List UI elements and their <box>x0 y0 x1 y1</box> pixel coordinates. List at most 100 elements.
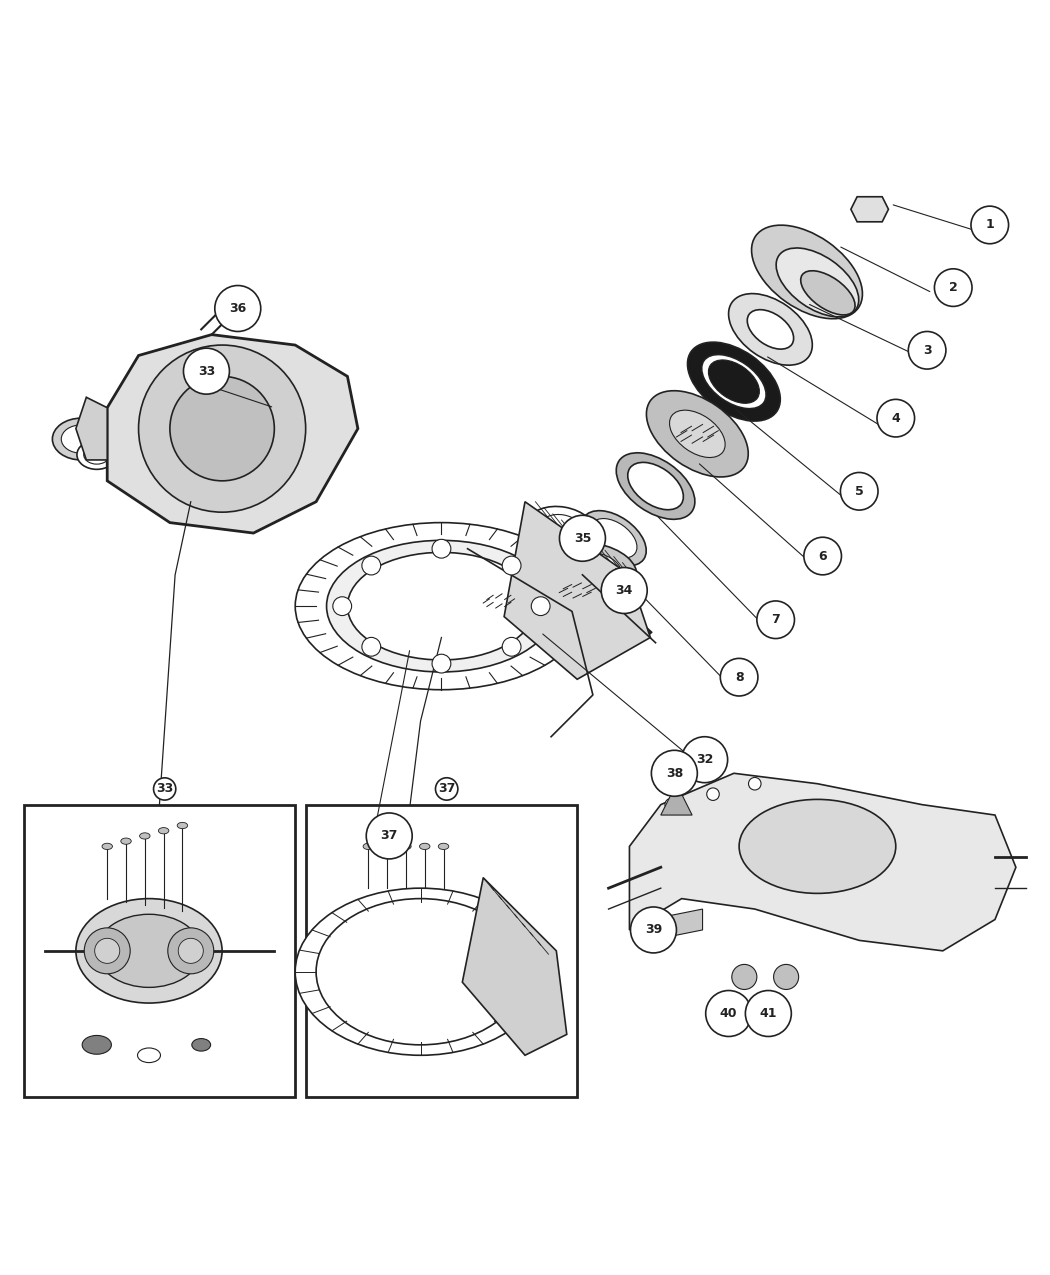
Ellipse shape <box>97 914 202 987</box>
Circle shape <box>219 295 235 311</box>
Ellipse shape <box>590 519 637 558</box>
Circle shape <box>877 399 915 437</box>
Circle shape <box>707 788 719 801</box>
Circle shape <box>362 556 381 575</box>
Text: 33: 33 <box>197 365 215 377</box>
Ellipse shape <box>670 411 726 458</box>
Ellipse shape <box>616 453 695 519</box>
Ellipse shape <box>438 843 448 849</box>
Ellipse shape <box>457 565 541 636</box>
Circle shape <box>94 938 120 964</box>
Ellipse shape <box>401 843 412 849</box>
Text: 38: 38 <box>666 766 683 780</box>
Text: 33: 33 <box>156 783 173 796</box>
Ellipse shape <box>752 226 862 319</box>
Circle shape <box>432 654 450 673</box>
Circle shape <box>215 286 260 332</box>
Text: 40: 40 <box>720 1007 737 1020</box>
Ellipse shape <box>76 899 223 1003</box>
Polygon shape <box>462 877 567 1056</box>
Polygon shape <box>76 398 107 460</box>
Ellipse shape <box>551 569 603 612</box>
Bar <box>306 805 578 1096</box>
Circle shape <box>139 346 306 513</box>
Ellipse shape <box>327 541 556 672</box>
Text: 35: 35 <box>573 532 591 544</box>
Ellipse shape <box>565 552 622 588</box>
Circle shape <box>651 750 697 797</box>
Circle shape <box>366 813 413 859</box>
Ellipse shape <box>801 270 855 315</box>
Circle shape <box>746 991 792 1037</box>
Circle shape <box>178 938 204 964</box>
Text: 2: 2 <box>949 280 958 295</box>
Text: 3: 3 <box>923 344 931 357</box>
Ellipse shape <box>420 843 429 849</box>
Text: 4: 4 <box>891 412 900 425</box>
Ellipse shape <box>688 342 780 421</box>
Ellipse shape <box>541 515 583 541</box>
Text: 36: 36 <box>229 302 247 315</box>
Polygon shape <box>850 196 888 222</box>
Circle shape <box>560 515 606 561</box>
Circle shape <box>630 907 676 952</box>
Ellipse shape <box>628 463 684 510</box>
Circle shape <box>706 991 752 1037</box>
Ellipse shape <box>531 551 624 630</box>
Ellipse shape <box>363 843 374 849</box>
Ellipse shape <box>102 843 112 849</box>
Text: 34: 34 <box>615 584 633 597</box>
Circle shape <box>934 269 972 306</box>
Circle shape <box>720 658 758 696</box>
Circle shape <box>184 348 229 394</box>
Text: 5: 5 <box>855 484 863 497</box>
Ellipse shape <box>316 899 525 1044</box>
Circle shape <box>757 601 795 639</box>
Circle shape <box>432 539 450 558</box>
Ellipse shape <box>82 1035 111 1054</box>
Ellipse shape <box>739 799 896 894</box>
Polygon shape <box>650 909 702 941</box>
Circle shape <box>362 638 381 657</box>
Circle shape <box>971 207 1009 244</box>
Ellipse shape <box>295 889 546 1056</box>
Ellipse shape <box>382 843 393 849</box>
Ellipse shape <box>77 440 117 469</box>
Circle shape <box>531 597 550 616</box>
Ellipse shape <box>549 543 637 597</box>
Text: 39: 39 <box>645 923 663 936</box>
Circle shape <box>732 964 757 989</box>
Ellipse shape <box>84 445 110 464</box>
Circle shape <box>774 964 799 989</box>
Circle shape <box>908 332 946 368</box>
Polygon shape <box>629 773 1016 951</box>
Ellipse shape <box>647 390 749 477</box>
Circle shape <box>168 928 214 974</box>
Bar <box>24 805 295 1096</box>
Text: 7: 7 <box>772 613 780 626</box>
Ellipse shape <box>159 827 169 834</box>
Ellipse shape <box>177 822 188 829</box>
Circle shape <box>502 638 521 657</box>
Ellipse shape <box>528 506 595 550</box>
Ellipse shape <box>709 360 759 403</box>
Ellipse shape <box>121 838 131 844</box>
Text: 1: 1 <box>985 218 994 232</box>
Text: 8: 8 <box>735 671 743 683</box>
Circle shape <box>170 376 274 481</box>
Ellipse shape <box>582 511 646 566</box>
Ellipse shape <box>776 247 859 316</box>
Circle shape <box>502 556 521 575</box>
Ellipse shape <box>192 1039 211 1051</box>
Polygon shape <box>107 334 358 533</box>
Ellipse shape <box>138 1048 161 1062</box>
Text: 6: 6 <box>818 550 827 562</box>
Circle shape <box>749 778 761 790</box>
Circle shape <box>681 737 728 783</box>
Circle shape <box>840 473 878 510</box>
Text: 37: 37 <box>380 830 398 843</box>
Text: 37: 37 <box>438 783 456 796</box>
Text: 41: 41 <box>759 1007 777 1020</box>
Polygon shape <box>504 502 650 680</box>
Circle shape <box>84 928 130 974</box>
